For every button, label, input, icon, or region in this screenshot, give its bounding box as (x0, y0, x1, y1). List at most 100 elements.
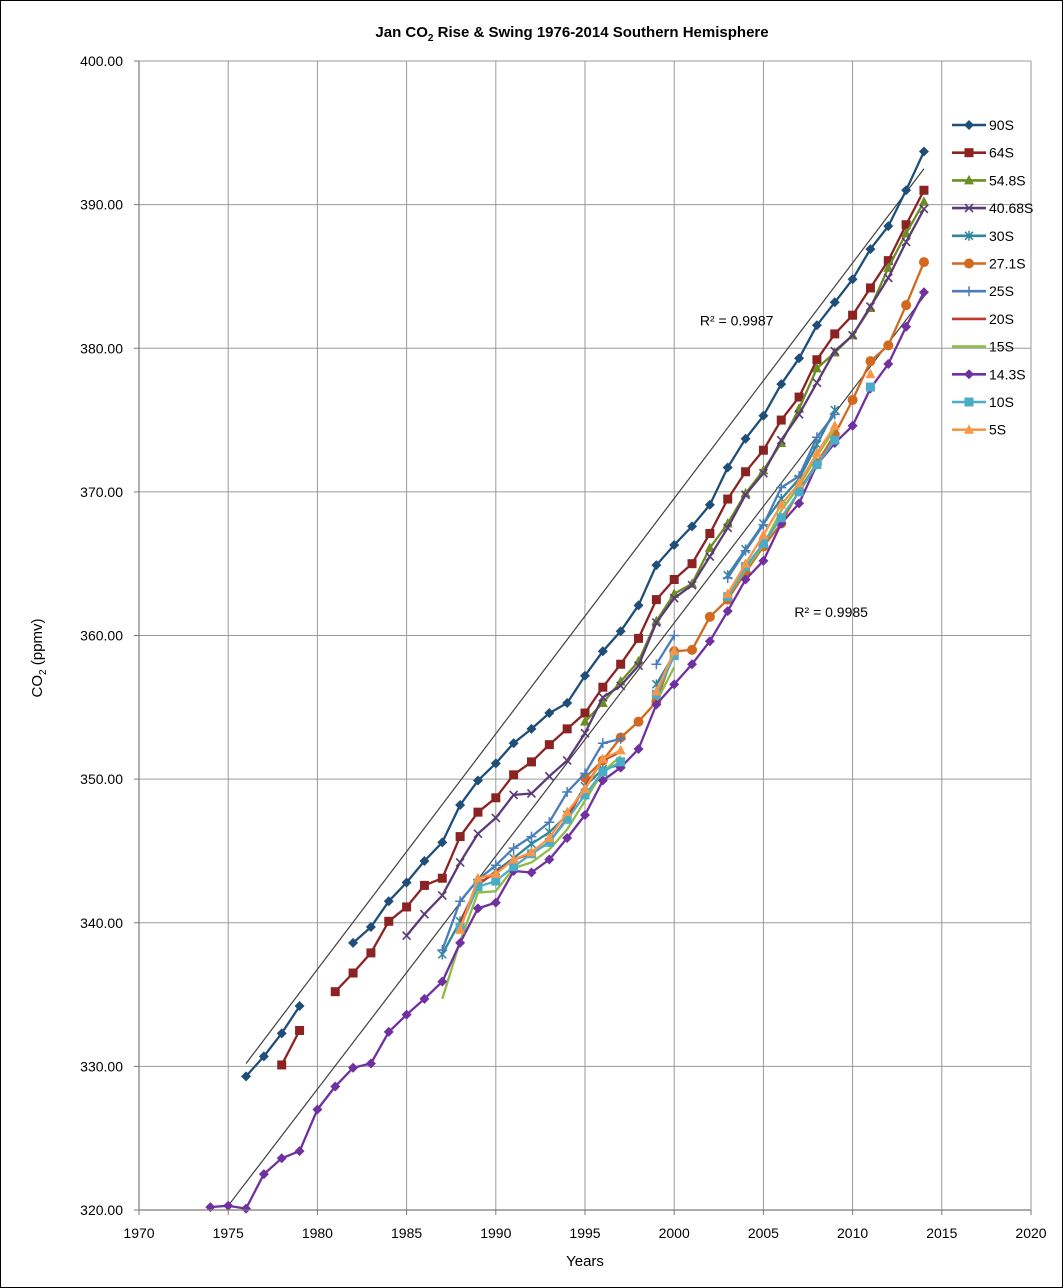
data-point (669, 630, 680, 641)
data-point (491, 876, 501, 886)
data-point (223, 1200, 234, 1211)
legend-item-90S: 90S (952, 117, 1014, 133)
legend-item-54.8S: 54.8S (952, 172, 1026, 188)
data-point (883, 256, 893, 266)
data-point (847, 420, 858, 431)
legend-item-10S: 10S (952, 394, 1014, 410)
data-point (455, 896, 466, 907)
data-point (544, 837, 554, 847)
data-point (794, 353, 805, 364)
series-64S (277, 185, 929, 1070)
data-point (580, 716, 590, 726)
data-point (633, 743, 644, 754)
data-point (740, 490, 751, 500)
data-point (597, 775, 608, 786)
data-point (490, 868, 501, 878)
data-point (811, 432, 822, 443)
legend-label: 40.68S (989, 200, 1033, 216)
data-point (419, 880, 429, 890)
legend-marker (964, 148, 974, 158)
data-point (455, 937, 466, 948)
data-point (830, 329, 840, 339)
data-point (473, 829, 483, 839)
data-point (616, 757, 626, 767)
x-tick-label: 1985 (391, 1225, 422, 1241)
data-point (669, 679, 680, 690)
data-point (597, 738, 608, 749)
y-tick-label: 330.00 (80, 1058, 123, 1074)
data-point (365, 922, 376, 933)
legend-item-40.68S: 40.68S (952, 200, 1033, 216)
data-point (312, 1104, 323, 1115)
axes: 320.00 330.00 340.00 350.00 360.00 370.00 380.… (80, 53, 1047, 1241)
data-point (722, 606, 733, 617)
data-point (473, 807, 483, 817)
r-squared-label: R² = 0.9985 (794, 604, 868, 620)
data-point (776, 499, 787, 509)
legend-marker (964, 230, 974, 241)
y-tick-label: 360.00 (80, 628, 123, 644)
legend-item-30S: 30S (952, 228, 1014, 244)
data-point (919, 204, 929, 214)
data-point (580, 790, 590, 800)
data-point (437, 873, 447, 883)
data-point (865, 382, 875, 392)
data-point (294, 1146, 305, 1157)
data-point (741, 467, 751, 477)
data-point (490, 897, 501, 908)
data-point (615, 626, 626, 637)
data-point (704, 611, 715, 622)
data-point (562, 698, 573, 709)
data-point (615, 744, 626, 755)
data-point (526, 757, 536, 767)
trendline (245, 168, 925, 1064)
data-point (758, 468, 768, 478)
data-point (526, 846, 537, 857)
x-tick-label: 2010 (837, 1225, 868, 1241)
data-point (509, 770, 519, 780)
data-point (383, 896, 394, 907)
data-point (758, 529, 769, 539)
data-point (348, 937, 359, 948)
data-point (758, 539, 768, 549)
data-point (740, 433, 751, 444)
legend-label: 10S (989, 394, 1014, 410)
data-point (544, 854, 555, 865)
data-point (491, 813, 501, 823)
data-point (705, 551, 715, 562)
data-point (597, 753, 608, 764)
data-point (829, 297, 840, 308)
data-point (865, 356, 876, 367)
data-point (437, 945, 448, 956)
legend-label: 20S (989, 311, 1014, 327)
data-point (544, 740, 554, 750)
data-point (883, 340, 894, 351)
series-27.1S (580, 257, 929, 783)
data-point (740, 487, 751, 498)
data-point (348, 1062, 359, 1073)
data-point (776, 415, 786, 425)
data-point (687, 644, 698, 655)
data-point (704, 542, 715, 552)
data-point (509, 790, 519, 800)
x-tick-label: 2020 (1015, 1225, 1046, 1241)
data-point (865, 283, 875, 293)
data-point (490, 758, 501, 769)
data-point (865, 244, 876, 255)
data-point (901, 300, 912, 311)
data-point (580, 783, 590, 794)
y-tick-label: 380.00 (80, 340, 123, 356)
x-tick-label: 1980 (302, 1225, 333, 1241)
data-point (901, 237, 911, 247)
data-point (616, 681, 626, 691)
x-tick-label: 1995 (569, 1225, 600, 1241)
data-point (598, 682, 608, 692)
legend-marker (964, 203, 974, 213)
data-point (384, 916, 394, 926)
data-point (918, 257, 929, 268)
series-25S (437, 409, 840, 956)
data-point (526, 867, 537, 878)
data-point (651, 560, 662, 571)
data-point (616, 659, 626, 669)
data-point (918, 146, 929, 157)
